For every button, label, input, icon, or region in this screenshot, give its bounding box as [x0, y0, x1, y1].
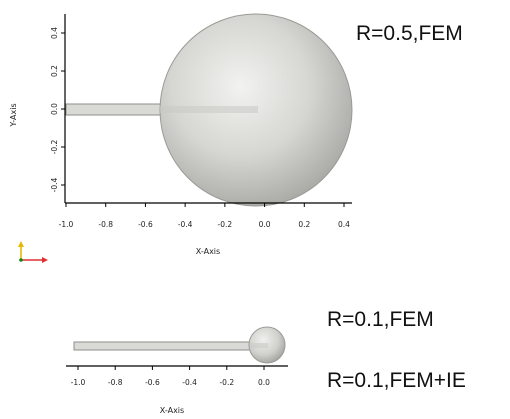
top-y-tick-label: -0.4 — [50, 177, 59, 192]
top-y-tick-label: 0.4 — [50, 27, 59, 39]
caption-top: R=0.5,FEM — [356, 22, 463, 45]
bottom-x-tick-label: -0.6 — [145, 378, 160, 387]
top-y-tick-label: 0.0 — [50, 103, 59, 115]
bottom-x-ticks: -1.0 -0.8 -0.6 -0.4 -0.2 0.0 — [71, 366, 270, 387]
triad-y-arrowhead — [18, 241, 24, 247]
bottom-plot: -1.0 -0.8 -0.6 -0.4 -0.2 0.0 X-Axis — [66, 326, 288, 415]
caption-bottom: R=0.1,FEM+IE — [327, 369, 466, 392]
bottom-x-axis-label: X-Axis — [160, 406, 184, 415]
orientation-triad — [18, 241, 48, 263]
top-y-tick-label: 0.2 — [50, 65, 59, 77]
triad-x-arrowhead — [42, 257, 48, 263]
top-x-tick-label: -0.8 — [98, 220, 113, 229]
bottom-rod-inner — [250, 343, 268, 348]
triad-z-dot — [19, 258, 23, 262]
top-y-ticks: 0.4 0.2 0.0 -0.2 -0.4 — [50, 27, 65, 192]
bottom-x-tick-label: -0.4 — [182, 378, 197, 387]
top-y-axis-label: Y-Axis — [9, 103, 18, 127]
caption-middle: R=0.1,FEM — [327, 308, 434, 331]
bottom-x-tick-label: 0.0 — [258, 378, 270, 387]
top-x-tick-label: 0.0 — [259, 220, 271, 229]
top-x-axis-label: X-Axis — [196, 247, 220, 256]
bottom-x-tick-label: -0.2 — [219, 378, 234, 387]
bottom-x-tick-label: -0.8 — [108, 378, 123, 387]
top-x-tick-label: -0.6 — [138, 220, 153, 229]
top-x-tick-label: -0.2 — [218, 220, 233, 229]
top-rod-inner — [160, 106, 258, 113]
top-x-ticks: -1.0 -0.8 -0.6 -0.4 -0.2 0.0 0.2 0.4 — [59, 203, 350, 229]
bottom-rod — [73, 341, 269, 351]
top-plot: -1.0 -0.8 -0.6 -0.4 -0.2 0.0 0.2 0.4 0.40.20.0-… — [9, 13, 353, 256]
top-x-tick-label: 0.4 — [338, 220, 350, 229]
top-x-tick-label: -1.0 — [59, 220, 74, 229]
top-x-tick-label: 0.2 — [298, 220, 310, 229]
top-x-tick-label: -0.4 — [178, 220, 193, 229]
top-y-tick-label: -0.2 — [50, 139, 59, 154]
bottom-x-tick-label: -1.0 — [71, 378, 86, 387]
